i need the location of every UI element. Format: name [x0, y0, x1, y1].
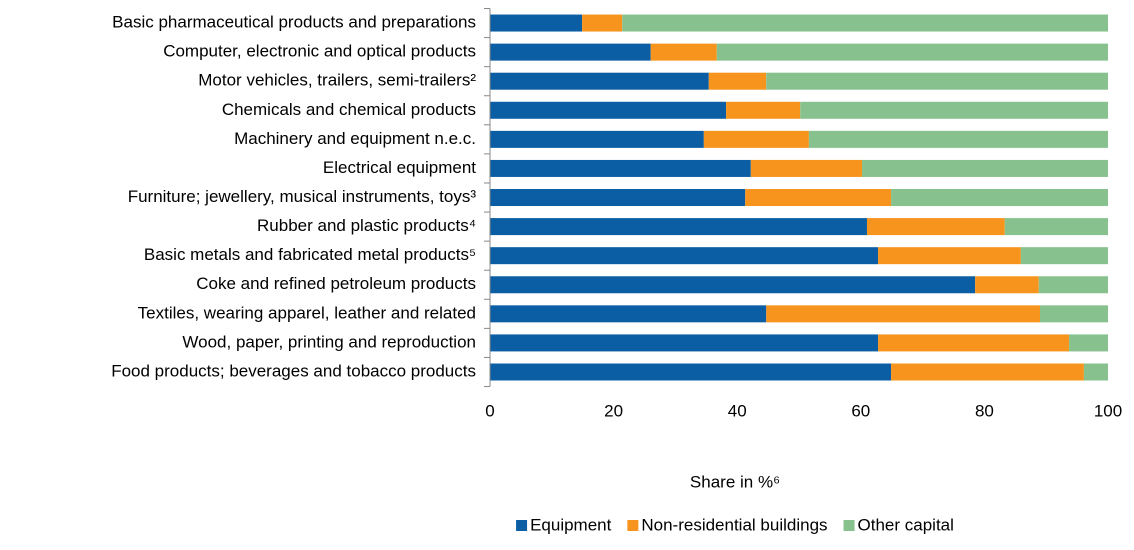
- bar-segment: [800, 101, 1108, 119]
- bar-segment: [490, 363, 892, 381]
- bar-segment: [975, 276, 1039, 294]
- bar-segment: [582, 14, 623, 32]
- bar-segment: [622, 14, 1108, 32]
- bar-segment: [878, 334, 1070, 352]
- bar-segment: [490, 43, 651, 61]
- bar-segment: [1020, 247, 1108, 265]
- legend-label: Equipment: [530, 515, 612, 534]
- x-tick-label: 40: [728, 401, 747, 420]
- legend-swatch: [843, 520, 855, 531]
- y-tick-label: Motor vehicles, trailers, semi-trailers²: [198, 71, 476, 90]
- bar-segment: [1004, 218, 1108, 236]
- bar-segment: [490, 276, 976, 294]
- bar-segment: [490, 305, 767, 323]
- bar-segment: [745, 189, 892, 207]
- bar-segment: [490, 159, 751, 177]
- bar-segment: [766, 72, 1108, 90]
- x-axis-title: Share in %⁶: [690, 472, 780, 491]
- bar-segment: [878, 247, 1021, 265]
- bar-segment: [490, 72, 709, 90]
- legend-label: Other capital: [858, 515, 954, 534]
- bar-segment: [1040, 305, 1108, 323]
- y-tick-label: Wood, paper, printing and reproduction: [182, 332, 476, 351]
- bar-segment: [708, 72, 767, 90]
- bar-segment: [891, 189, 1108, 207]
- x-tick-label: 100: [1094, 401, 1122, 420]
- y-tick-label: Coke and refined petroleum products: [196, 274, 476, 293]
- bar-segment: [490, 218, 867, 236]
- bar-segment: [862, 159, 1108, 177]
- bar-segment: [1069, 334, 1108, 352]
- y-tick-label: Textiles, wearing apparel, leather and r…: [138, 303, 476, 322]
- x-tick-label: 20: [604, 401, 623, 420]
- y-tick-label: Basic metals and fabricated metal produc…: [144, 245, 476, 264]
- y-tick-label: Chemicals and chemical products: [222, 100, 476, 119]
- bar-segment: [726, 101, 801, 119]
- bar-segment: [750, 159, 863, 177]
- bar-segment: [490, 14, 583, 32]
- y-tick-label: Food products; beverages and tobacco pro…: [111, 361, 476, 380]
- y-tick-label: Computer, electronic and optical product…: [163, 42, 476, 61]
- bar-segment: [1083, 363, 1108, 381]
- bar-segment: [490, 334, 879, 352]
- legend-swatch: [516, 520, 528, 531]
- y-tick-label: Furniture; jewellery, musical instrument…: [128, 187, 477, 206]
- bar-segment: [650, 43, 717, 61]
- x-tick-label: 80: [975, 401, 994, 420]
- legend-label: Non-residential buildings: [641, 515, 827, 534]
- bar-segment: [490, 101, 727, 119]
- bar-segment: [808, 130, 1108, 148]
- bar-segment: [1038, 276, 1108, 294]
- x-tick-label: 60: [851, 401, 870, 420]
- y-tick-label: Machinery and equipment n.e.c.: [234, 129, 476, 148]
- bar-segment: [766, 305, 1041, 323]
- y-tick-label: Rubber and plastic products⁴: [257, 216, 476, 235]
- bar-segment: [490, 130, 704, 148]
- bar-segment: [703, 130, 809, 148]
- x-tick-label: 0: [485, 401, 494, 420]
- bar-segment: [490, 247, 879, 265]
- legend-swatch: [627, 520, 639, 531]
- y-tick-label: Electrical equipment: [323, 158, 476, 177]
- bar-segment: [891, 363, 1084, 381]
- bar-segment: [866, 218, 1005, 236]
- y-tick-label: Basic pharmaceutical products and prepar…: [112, 13, 476, 32]
- bar-segment: [490, 189, 746, 207]
- bar-segment: [716, 43, 1108, 61]
